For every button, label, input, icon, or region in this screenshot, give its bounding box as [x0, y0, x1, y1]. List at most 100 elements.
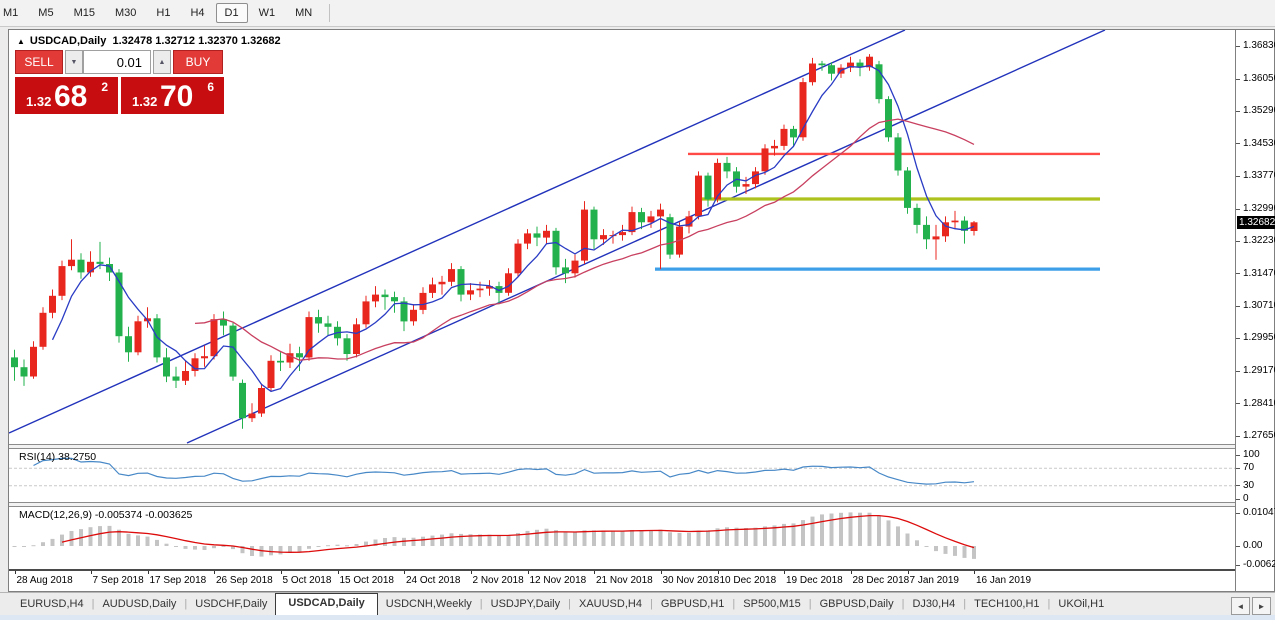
chart-tab-usdchf[interactable]: USDCHF,Daily — [195, 598, 268, 610]
chart-tab-dj30[interactable]: DJ30,H4 — [912, 598, 956, 610]
candle-body — [666, 217, 674, 255]
macd-histogram-bar — [715, 528, 720, 546]
chart-symbol-label: USDCAD,Daily — [29, 35, 107, 47]
tab-separator: | — [901, 598, 905, 610]
chart-tab-ukoil[interactable]: UKOil,H1 — [1058, 598, 1105, 610]
candle-body — [438, 281, 446, 285]
status-bar — [0, 615, 1275, 620]
chart-tab-usdjpy[interactable]: USDJPY,Daily — [490, 598, 561, 610]
timeframe-button-m5[interactable]: M5 — [38, 7, 54, 19]
date-tick — [90, 571, 92, 574]
rsi-canvas[interactable] — [9, 449, 1235, 502]
macd-histogram-bar — [31, 545, 36, 547]
candle-body — [571, 260, 579, 274]
date-tick — [907, 571, 909, 574]
macd-name: MACD(12,26,9) — [19, 509, 92, 521]
macd-histogram-bar — [810, 516, 815, 546]
price-axis-label: 1.31470 — [1243, 267, 1275, 279]
price-axis[interactable]: 1.36830 1.36050 1.35290 1.34530 1.33770 1.329… — [1235, 30, 1275, 591]
timeframe-button-h1[interactable]: H1 — [156, 7, 171, 19]
macd-histogram-bar — [782, 523, 786, 546]
sell-button[interactable]: SELL — [15, 50, 63, 74]
date-axis-label: 28 Aug 2018 — [16, 575, 73, 586]
macd-histogram-bar — [41, 542, 45, 546]
macd-histogram-bar — [183, 546, 188, 549]
chevron-down-icon: ▼ — [70, 58, 78, 66]
chart-tab-xauusd[interactable]: XAUUSD,H4 — [579, 598, 642, 610]
macd-histogram-bar — [791, 523, 796, 546]
macd-histogram-bar — [668, 532, 672, 546]
chart-tab-sp500[interactable]: SP500,M15 — [743, 598, 801, 610]
chart-tab-eurusd[interactable]: EURUSD,H4 — [20, 598, 84, 610]
sell-price-box[interactable]: 1.32 68 2 — [15, 77, 118, 114]
candle-body — [885, 99, 892, 138]
chart-tab-usdcad[interactable]: USDCAD,Daily — [275, 593, 378, 615]
candle-body — [58, 266, 66, 296]
volume-increase-button[interactable]: ▲ — [153, 50, 171, 74]
candle-body — [543, 230, 550, 238]
buy-button[interactable]: BUY — [173, 50, 223, 74]
candle-body — [286, 353, 294, 363]
tab-scroll-right-button[interactable]: ► — [1252, 597, 1271, 615]
chart-tab-usdcnh[interactable]: USDCNH,Weekly — [385, 598, 472, 610]
candle-body — [961, 220, 968, 231]
candle-body — [647, 216, 655, 223]
date-axis[interactable]: 28 Aug 2018 7 Sep 2018 17 Sep 2018 26 Sep 2… — [9, 571, 1235, 591]
timeframe-button-d1[interactable]: D1 — [215, 3, 248, 23]
candle-body — [68, 259, 75, 267]
candle-body — [742, 184, 750, 187]
macd-histogram-bar — [829, 513, 834, 546]
price-tick — [1236, 110, 1240, 112]
channel-upper-trendline[interactable] — [9, 30, 906, 434]
macd-histogram-bar — [202, 546, 207, 550]
price-axis-label: 1.34530 — [1243, 137, 1275, 149]
macd-histogram-bar — [915, 540, 919, 546]
timeframe-button-h4[interactable]: H4 — [190, 7, 205, 19]
candle-body — [49, 295, 56, 313]
date-axis-label: 26 Sep 2018 — [216, 575, 273, 586]
macd-histogram-bar — [516, 533, 520, 546]
date-tick — [470, 571, 472, 574]
macd-histogram-bar — [820, 514, 824, 546]
pane-divider[interactable] — [9, 444, 1274, 449]
timeframe-button-m1[interactable]: M1 — [3, 7, 19, 19]
main-chart-canvas[interactable] — [9, 30, 1235, 444]
macd-histogram-bar — [478, 534, 482, 546]
macd-histogram-bar — [297, 546, 302, 552]
chart-tab-gbpusd[interactable]: GBPUSD,Daily — [819, 598, 894, 610]
date-axis-label: 30 Nov 2018 — [662, 575, 720, 586]
slow-ma-line — [194, 118, 975, 361]
macd-pane[interactable] — [9, 507, 1235, 569]
date-tick — [717, 571, 719, 574]
one-click-panel-toggle-icon[interactable]: ▲ — [17, 37, 25, 46]
macd-histogram-bar — [611, 530, 615, 546]
macd-histogram-bar — [269, 546, 273, 556]
rsi-line — [33, 457, 975, 485]
macd-histogram-bar — [487, 534, 492, 546]
chart-tab-audusd[interactable]: AUDUSD,Daily — [102, 598, 177, 610]
macd-histogram-bar — [60, 534, 64, 546]
volume-input[interactable] — [83, 50, 151, 74]
tab-scroll-left-button[interactable]: ◄ — [1231, 597, 1250, 615]
volume-decrease-button[interactable]: ▼ — [65, 50, 83, 74]
macd-histogram-bar — [98, 526, 102, 546]
buy-price-box[interactable]: 1.32 70 6 — [121, 77, 224, 114]
tab-separator: | — [963, 598, 967, 610]
macd-histogram-bar — [972, 546, 976, 559]
timeframe-button-m15[interactable]: M15 — [73, 7, 95, 19]
timeframe-button-m30[interactable]: M30 — [114, 7, 137, 19]
rsi-pane[interactable] — [9, 449, 1235, 502]
candle-body — [134, 321, 142, 353]
chart-tab-gbpusd[interactable]: GBPUSD,H1 — [660, 598, 725, 610]
candle-body — [818, 63, 826, 66]
candle-body — [267, 360, 275, 388]
timeframe-button-w1[interactable]: W1 — [258, 7, 276, 19]
chart-tab-tech100[interactable]: TECH100,H1 — [974, 598, 1040, 610]
macd-canvas[interactable] — [9, 507, 1235, 569]
macd-histogram-bar — [69, 531, 74, 546]
pane-divider[interactable] — [9, 502, 1274, 507]
timeframe-button-mn[interactable]: MN — [295, 7, 313, 19]
macd-histogram-bar — [193, 546, 197, 550]
main-chart-pane[interactable] — [9, 30, 1235, 444]
channel-lower-trendline[interactable] — [186, 30, 1106, 444]
